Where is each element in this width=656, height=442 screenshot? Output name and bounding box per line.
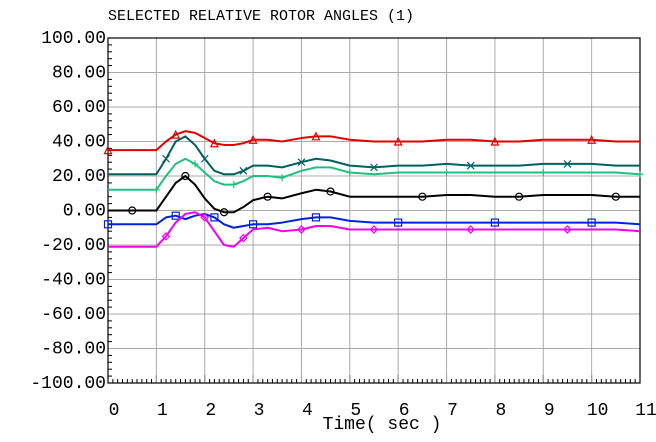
x-tick-label: 10 [587, 401, 609, 421]
marker [263, 192, 272, 201]
x-tick-label: 8 [496, 401, 507, 421]
marker [297, 158, 306, 167]
marker [171, 129, 181, 139]
marker [563, 160, 572, 168]
marker [239, 166, 248, 175]
marker [326, 187, 335, 196]
y-tick-label: -20.00 [41, 236, 106, 256]
x-tick-label: 6 [399, 401, 410, 421]
marker [230, 181, 238, 189]
marker [587, 218, 596, 227]
marker [181, 171, 190, 181]
marker [563, 225, 572, 234]
marker [418, 192, 427, 201]
marker [219, 208, 229, 217]
y-tick-label: -100.00 [30, 374, 106, 394]
marker [278, 174, 286, 182]
series-line [108, 130, 640, 152]
marker [587, 134, 597, 144]
marker [514, 192, 524, 201]
y-tick-label: 80.00 [52, 63, 106, 83]
y-tick-label: 0.00 [63, 201, 106, 221]
x-axis-label: Time( sec ) [323, 415, 442, 435]
marker [394, 218, 403, 227]
marker [191, 160, 199, 168]
x-tick-label: 7 [447, 401, 458, 421]
marker [443, 169, 451, 177]
marker [161, 232, 171, 241]
marker [239, 233, 248, 243]
marker [490, 218, 500, 227]
y-tick-label: -40.00 [41, 270, 106, 290]
marker [311, 213, 321, 222]
x-tick-label: 0 [109, 401, 120, 421]
marker [311, 131, 321, 141]
y-tick-label: 100.00 [41, 29, 106, 49]
marker [162, 154, 170, 163]
y-tick-label: -60.00 [41, 305, 106, 325]
marker [539, 169, 547, 177]
marker [248, 134, 258, 144]
x-tick-label: 4 [302, 401, 313, 421]
series-line [108, 175, 640, 214]
series-line [108, 211, 641, 248]
marker [200, 154, 209, 163]
marker [370, 163, 378, 172]
marker [297, 225, 306, 234]
marker [171, 211, 180, 220]
marker [200, 213, 210, 222]
marker [636, 170, 644, 178]
x-tick-label: 5 [350, 401, 361, 421]
marker [466, 161, 475, 170]
series-line [108, 212, 641, 229]
marker [611, 192, 620, 201]
marker [248, 220, 258, 229]
x-tick-label: 11 [635, 401, 656, 421]
marker [103, 220, 113, 229]
x-tick-label: 3 [254, 401, 265, 421]
x-tick-label: 9 [544, 401, 555, 421]
chart-title: SELECTED RELATIVE ROTOR ANGLES (1) [108, 8, 414, 25]
y-tick-label: 40.00 [52, 132, 106, 152]
series-line [108, 157, 641, 191]
marker [210, 213, 219, 222]
marker [128, 206, 137, 215]
marker [103, 145, 113, 155]
y-tick-label: 60.00 [52, 98, 106, 118]
marker [209, 138, 219, 148]
marker [346, 169, 354, 177]
x-tick-label: 2 [205, 401, 216, 421]
y-tick-label: -80.00 [41, 339, 106, 359]
marker [393, 136, 403, 146]
marker [466, 225, 476, 234]
y-tick-label: 20.00 [52, 167, 106, 187]
marker [152, 186, 160, 194]
marker [490, 136, 500, 146]
marker [369, 225, 379, 234]
x-tick-label: 1 [157, 401, 168, 421]
